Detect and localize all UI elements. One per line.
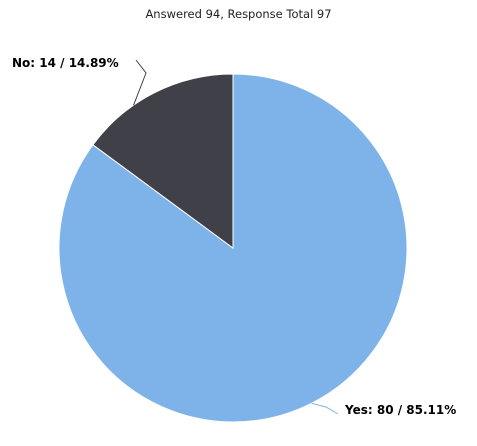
pie-slice-no — [92, 73, 234, 249]
slice-label-yes: Yes: 80 / 85.11% — [344, 403, 456, 417]
pie-slices — [58, 73, 408, 423]
leader-lines — [133, 59, 339, 415]
chart-title: Answered 94, Response Total 97 — [145, 7, 332, 21]
slice-labels: Yes: 80 / 85.11% No: 14 / 14.89% — [12, 56, 456, 417]
slice-label-no: No: 14 / 14.89% — [12, 56, 119, 70]
leader-line-yes — [311, 402, 339, 415]
leader-line-no — [133, 59, 147, 106]
